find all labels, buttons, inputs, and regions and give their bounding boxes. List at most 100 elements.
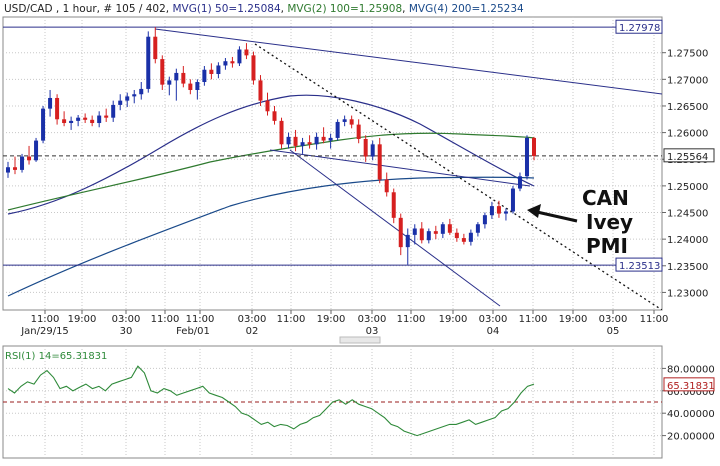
trend-lines [3,26,662,310]
candle-body-35 [251,55,256,81]
candle-body-20 [146,36,151,89]
candle-body-65 [461,238,466,242]
rsi-axis: 20.00000 40.00000 60.00000 80.00000 65.31831 [662,364,715,443]
ma50-line [7,94,535,215]
rsi-tick-label-3: 80.00000 [667,364,715,375]
time-tick-label-9: 11:00 [397,314,426,325]
time-tick-label-4: 11:00 [186,314,215,325]
time-tick-label-3: 11:00 [151,314,180,325]
candle-body-16 [118,100,123,105]
candle-body-58 [412,228,417,235]
candle-body-47 [335,121,340,138]
candle-body-36 [258,80,263,101]
time-tick-label-7: 19:00 [317,314,346,325]
mvg1-label: MVG(1) 50=1.25084 [172,3,280,15]
candle-body-14 [104,115,109,118]
candle-body-40 [286,136,291,145]
candle-body-68 [482,215,487,225]
candle-body-8 [62,119,67,124]
panel-resize-handle[interactable] [339,336,381,344]
candle-body-30 [216,65,221,75]
candle-body-25 [181,72,186,84]
date-label-3: 02 [246,326,259,337]
price-tick-label-3: 1.24500 [667,209,708,220]
candle-body-51 [363,138,368,157]
candle-body-57 [405,234,410,248]
candle-body-49 [349,119,354,125]
candle-body-44 [314,136,319,145]
candle-body-69 [489,206,494,216]
time-tick-label-11: 03:00 [479,314,508,325]
candle-body-38 [272,111,277,121]
candle-body-64 [454,232,459,239]
date-label-2: Feb/01 [176,326,210,337]
price-tick-label-6: 1.26000 [667,129,708,140]
price-panel [2,16,663,311]
price-tick-label-1: 1.23500 [667,262,708,273]
rsi-tick-label-2: 60.00000 [667,387,715,398]
candle-body-26 [188,83,193,90]
candle-body-2 [20,156,25,170]
time-tick-label-2: 03:00 [112,314,141,325]
candle-body-62 [440,224,445,234]
current-price-label-box [663,148,715,163]
time-tick-label-1: 19:00 [68,314,97,325]
candle-body-37 [265,100,270,112]
candle-body-75 [532,137,536,157]
rsi-title: RSI(1) 14=65.31831 [5,351,107,362]
annotation-line-1: CAN [582,186,629,210]
rsi-tick-label-1: 40.00000 [667,409,715,420]
candle-body-1 [13,167,18,170]
candle-body-11 [83,117,88,120]
date-label-6: 05 [607,326,620,337]
date-label-0: Jan/29/15 [20,326,69,337]
candle-body-48 [342,119,347,122]
candle-body-31 [223,61,228,66]
rsi-series-path [7,365,535,437]
candle-body-66 [468,232,473,242]
candlesticks [6,27,536,265]
time-tick-label-15: 11:00 [640,314,669,325]
mvg2-label: MVG(2) 100=1.25908 [287,3,402,15]
candle-body-71 [503,211,508,214]
upper-channel-line [154,28,662,95]
candle-body-52 [370,144,375,157]
candle-body-46 [328,137,333,141]
candle-body-63 [447,224,452,233]
candle-body-70 [496,206,501,214]
rsi-line [7,365,535,437]
ivey-pmi-annotation: CAN Ivey PMI [527,186,633,258]
candle-body-15 [111,104,116,118]
rsi-current-label: 65.31831 [667,381,715,392]
time-tick-label-0: 11:00 [31,314,60,325]
candle-body-34 [244,49,249,56]
candle-body-17 [125,96,130,101]
annotation-arrow-shaft [536,210,578,223]
candle-body-74 [524,137,529,177]
lower-channel-line [289,149,501,307]
symbol-label: USD/CAD [4,3,53,15]
candle-body-27 [195,81,200,90]
candle-body-32 [230,61,235,64]
candle-body-59 [419,228,424,241]
rsi-current-box [663,377,715,392]
candle-body-61 [433,231,438,234]
price-tick-label-9: 1.27500 [667,49,708,60]
candle-body-53 [377,144,382,180]
candle-body-5 [41,108,46,141]
annotation-line-2: Ivey [586,210,633,234]
low-price-label-text: 1.23513 [619,261,660,272]
candle-body-29 [209,69,214,75]
candle-body-18 [132,94,137,97]
time-tick-label-10: 19:00 [439,314,468,325]
mvg4-label: MVG(4) 200=1.25234 [409,3,524,15]
time-tick-label-14: 03:00 [599,314,628,325]
timeframe-label: , 1 hour, # 105 / 402, [53,3,173,15]
date-label-4: 03 [366,326,379,337]
candle-body-4 [34,140,39,161]
candle-body-33 [237,49,242,64]
price-tick-label-7: 1.26500 [667,102,708,113]
candle-body-13 [97,115,102,124]
high-price-label-text: 1.27978 [619,23,660,34]
